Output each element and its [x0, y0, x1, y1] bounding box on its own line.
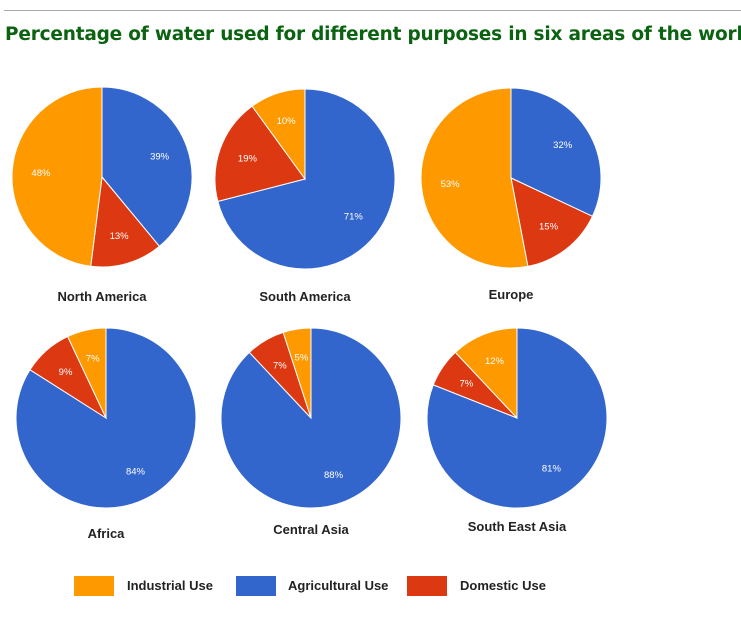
- slice-label: 7%: [460, 379, 474, 390]
- slice-label: 39%: [150, 151, 170, 162]
- slice-label: 15%: [539, 221, 559, 232]
- pie-title: Central Asia: [273, 522, 349, 537]
- pie-title: South East Asia: [468, 519, 567, 534]
- slice-label: 53%: [441, 179, 461, 190]
- legend-swatch: [74, 576, 114, 596]
- legend-label: Agricultural Use: [288, 578, 389, 593]
- pie-europe: 32% 15% 53% Europe: [420, 87, 602, 302]
- pie-south-america: 71% 19% 10% South America: [214, 88, 396, 304]
- pie-south-east-asia: 81% 7% 12% South East Asia: [426, 327, 608, 534]
- legend-swatch: [236, 576, 276, 596]
- slice-label: 7%: [86, 353, 100, 364]
- slice-industrial-use: [251, 88, 306, 181]
- pie-title: South America: [259, 289, 351, 304]
- pie-africa: 84% 9% 7% Africa: [15, 327, 197, 541]
- slice-label: 12%: [485, 356, 505, 367]
- slice-label: 48%: [31, 168, 51, 179]
- pie-title: North America: [57, 289, 147, 304]
- chart-title: Percentage of water used for different p…: [5, 24, 741, 45]
- legend-label: Industrial Use: [127, 578, 213, 593]
- slice-label: 7%: [273, 360, 287, 371]
- slice-agricultural-use: [217, 88, 396, 270]
- pie-north-america: 39% 13% 48% North America: [11, 86, 193, 304]
- legend-swatch: [407, 576, 447, 596]
- slice-label: 10%: [277, 116, 297, 127]
- pie-title: Africa: [88, 526, 126, 541]
- slice-domestic-use: [214, 105, 306, 202]
- slice-industrial-use: [282, 327, 312, 419]
- slice-label: 88%: [324, 470, 344, 481]
- slice-industrial-use: [67, 327, 107, 419]
- slice-agricultural-use: [510, 87, 602, 217]
- slice-label: 9%: [59, 367, 73, 378]
- slice-industrial-use: [420, 87, 529, 269]
- pie-title: Europe: [489, 287, 534, 302]
- slice-label: 81%: [542, 464, 562, 475]
- slice-label: 19%: [238, 153, 258, 164]
- slice-agricultural-use: [101, 86, 193, 248]
- legend-label: Domestic Use: [460, 578, 546, 593]
- slice-label: 84%: [126, 467, 146, 478]
- slice-domestic-use: [510, 177, 594, 267]
- slice-label: 71%: [344, 212, 364, 223]
- slice-label: 5%: [295, 353, 309, 364]
- top-divider: [4, 10, 741, 11]
- slice-domestic-use: [90, 175, 161, 268]
- slice-industrial-use: [11, 86, 103, 267]
- slice-industrial-use: [454, 327, 518, 420]
- pie-central-asia: 88% 7% 5% Central Asia: [220, 327, 402, 537]
- slice-label: 13%: [110, 231, 130, 242]
- slice-label: 32%: [553, 140, 573, 151]
